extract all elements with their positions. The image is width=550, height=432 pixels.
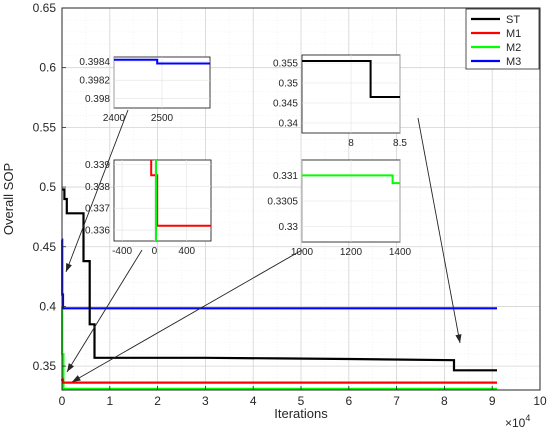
- y-axis-label: Overall SOP: [1, 163, 16, 235]
- inset-y-tick-label: 0.3984: [79, 57, 110, 68]
- inset-x-tick-label: 1400: [389, 247, 412, 258]
- inset-y-tick-label: 0.336: [85, 226, 110, 237]
- inset-y-tick-label: 0.398: [85, 94, 110, 105]
- inset-x-tick-label: 8.5: [393, 138, 407, 149]
- inset-y-tick-label: 0.339: [85, 160, 110, 171]
- inset-st: 8 8.5 0.34 0.345 0.35 0.355: [273, 54, 407, 149]
- x-tick-label: 9: [489, 394, 496, 408]
- x-axis-multiplier: ×104: [505, 413, 530, 430]
- y-tick-label: 0.65: [33, 1, 57, 15]
- inset-series-line-m2: [302, 174, 400, 185]
- arrow-shaft: [66, 249, 143, 373]
- inset-y-tick-label: 0.33: [279, 222, 299, 233]
- y-tick-label: 0.35: [33, 359, 57, 373]
- inset-y-tick-label: 0.337: [85, 204, 110, 215]
- x-tick-label: 5: [298, 394, 305, 408]
- main-ticks: 0 1 2 3 4 5 6 7 8 9 10 0.35 0.4 0.45 0.5 0.55 0.6 0.65: [33, 1, 547, 408]
- legend: ST M1 M2 M3: [465, 8, 540, 70]
- inset-y-tick-label: 0.3305: [267, 197, 298, 208]
- inset-m2: 1000 1200 1400 0.33 0.3305 0.331: [267, 159, 412, 258]
- inset-series-line-m1: [150, 160, 211, 227]
- y-tick-label: 0.4: [39, 299, 56, 313]
- arrow-head: [455, 334, 462, 343]
- inset-m1m2: -400 0 400 0.336 0.337 0.338 0.339: [85, 159, 212, 257]
- arrow-to-m1: [66, 249, 143, 373]
- y-tick-label: 0.5: [39, 180, 56, 194]
- inset-y-tick-label: 0.35: [279, 79, 299, 90]
- inset-y-tick-label: 0.331: [273, 171, 298, 182]
- legend-label-st: ST: [506, 14, 520, 26]
- x-tick-label: 10: [533, 394, 547, 408]
- inset-x-tick-label: 8: [348, 138, 354, 149]
- inset-x-tick-label: 0: [152, 246, 158, 257]
- inset-x-tick-label: 2400: [103, 113, 126, 124]
- series-line-st: [62, 188, 497, 372]
- annotation-arrows: [65, 109, 462, 383]
- inset-y-tick-label: 0.355: [273, 59, 298, 70]
- x-tick-label: 6: [345, 394, 352, 408]
- arrow-to-st: [417, 117, 462, 344]
- inset-y-tick-label: 0.34: [279, 119, 299, 130]
- series-line-m1: [61, 377, 497, 384]
- y-tick-label: 0.55: [33, 120, 57, 134]
- x-tick-label: 8: [441, 394, 448, 408]
- x-tick-label: 0: [59, 394, 66, 408]
- inset-x-tick-label: -400: [112, 246, 132, 257]
- arrow-to-m3: [65, 109, 129, 273]
- inset-x-tick-label: 2500: [151, 113, 174, 124]
- arrow-to-m2: [71, 249, 303, 383]
- inset-m3: 2400 2500 0.398 0.3982 0.3984: [79, 56, 211, 124]
- inset-x-tick-label: 1000: [291, 247, 314, 258]
- inset-series-line-st: [302, 60, 400, 98]
- x-tick-label: 2: [154, 394, 161, 408]
- legend-label-m3: M3: [506, 56, 521, 68]
- arrow-head: [72, 375, 81, 382]
- inset-x-tick-label: 400: [178, 246, 195, 257]
- x-tick-label: 1: [106, 394, 113, 408]
- arrow-shaft: [71, 249, 303, 383]
- x-tick-label: 3: [202, 394, 209, 408]
- inset-x-tick-label: 1200: [340, 247, 363, 258]
- inset-y-tick-label: 0.338: [85, 182, 110, 193]
- arrow-head: [67, 363, 75, 372]
- inset-frame: [113, 159, 212, 242]
- x-tick-label: 7: [393, 394, 400, 408]
- inset-series-line-m2: [155, 160, 158, 242]
- x-axis-multiplier-base: ×10: [505, 416, 526, 430]
- arrow-shaft: [417, 117, 461, 344]
- insets: 2400 2500 0.398 0.3982 0.3984 8 8.5 0.34 0.345 0.…: [79, 54, 412, 258]
- arrow-head: [66, 263, 72, 272]
- x-tick-label: 4: [250, 394, 257, 408]
- x-axis-multiplier-exponent: 4: [525, 413, 530, 423]
- x-axis-label: Iterations: [274, 406, 328, 421]
- legend-label-m2: M2: [506, 42, 521, 54]
- y-tick-label: 0.6: [39, 61, 56, 75]
- series-line-m2: [61, 305, 497, 390]
- inset-y-tick-label: 0.3982: [79, 76, 110, 87]
- legend-label-m1: M1: [506, 28, 521, 40]
- inset-series-line-m3: [114, 58, 210, 65]
- inset-y-tick-label: 0.345: [273, 99, 298, 110]
- y-tick-label: 0.45: [33, 240, 57, 254]
- arrow-shaft: [65, 109, 129, 273]
